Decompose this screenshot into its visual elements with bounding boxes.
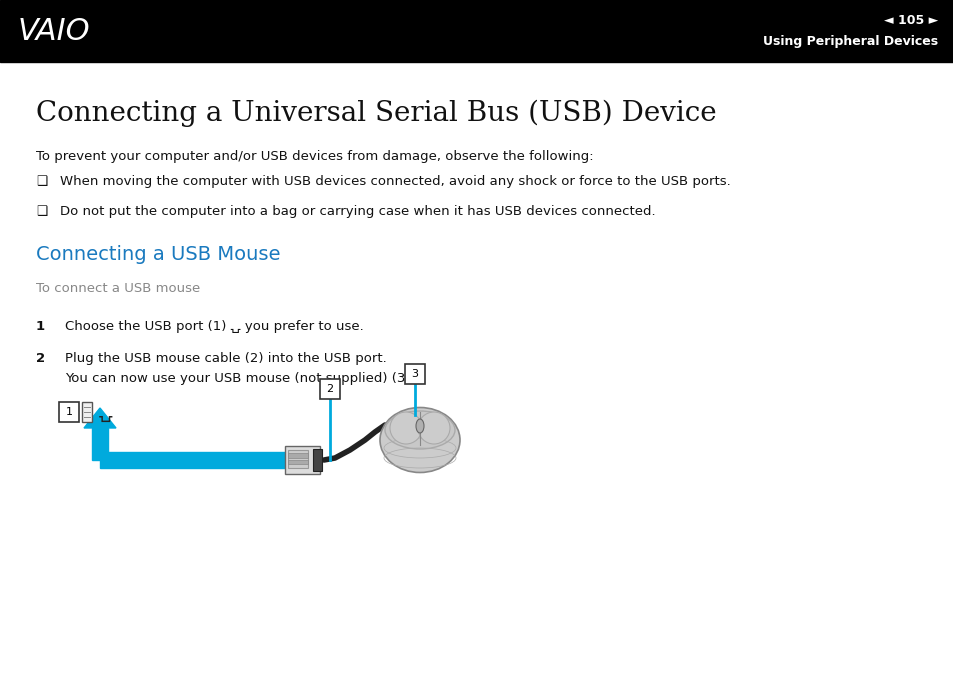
Bar <box>0 0 953 62</box>
Text: Connecting a Universal Serial Bus (USB) Device: Connecting a Universal Serial Bus (USB) … <box>36 100 716 127</box>
Bar <box>288 450 308 468</box>
Text: ❑: ❑ <box>36 205 48 218</box>
Bar <box>313 449 322 471</box>
Bar <box>285 446 319 474</box>
Text: Do not put the computer into a bag or carrying case when it has USB devices conn: Do not put the computer into a bag or ca… <box>60 205 655 218</box>
Bar <box>82 402 91 422</box>
Text: 1: 1 <box>66 407 72 417</box>
Text: Using Peripheral Devices: Using Peripheral Devices <box>762 36 937 49</box>
Text: 1: 1 <box>36 320 45 333</box>
FancyBboxPatch shape <box>405 364 424 384</box>
Text: You can now use your USB mouse (not supplied) (3).: You can now use your USB mouse (not supp… <box>65 372 415 385</box>
Text: 2: 2 <box>36 352 45 365</box>
Text: VAIO: VAIO <box>18 18 91 47</box>
FancyBboxPatch shape <box>319 379 339 399</box>
Ellipse shape <box>379 408 459 472</box>
Text: To prevent your computer and/or USB devices from damage, observe the following:: To prevent your computer and/or USB devi… <box>36 150 593 163</box>
Bar <box>288 453 308 458</box>
Ellipse shape <box>385 411 455 449</box>
Text: Plug the USB mouse cable (2) into the USB port.: Plug the USB mouse cable (2) into the US… <box>65 352 386 365</box>
Text: Connecting a USB Mouse: Connecting a USB Mouse <box>36 245 280 264</box>
FancyBboxPatch shape <box>59 402 79 422</box>
Text: To connect a USB mouse: To connect a USB mouse <box>36 282 200 295</box>
Bar <box>288 460 308 464</box>
Text: ❑: ❑ <box>36 175 48 188</box>
Bar <box>91 428 108 460</box>
Ellipse shape <box>417 412 450 444</box>
Text: ◄ 105 ►: ◄ 105 ► <box>882 13 937 26</box>
Text: 2: 2 <box>326 384 334 394</box>
Text: When moving the computer with USB devices connected, avoid any shock or force to: When moving the computer with USB device… <box>60 175 730 188</box>
Text: Choose the USB port (1) ⍽ you prefer to use.: Choose the USB port (1) ⍽ you prefer to … <box>65 320 363 333</box>
Text: ⍽: ⍽ <box>99 404 112 422</box>
Ellipse shape <box>416 419 423 433</box>
Ellipse shape <box>390 412 421 444</box>
Polygon shape <box>84 408 116 428</box>
Bar <box>100 452 290 468</box>
Text: 3: 3 <box>411 369 418 379</box>
